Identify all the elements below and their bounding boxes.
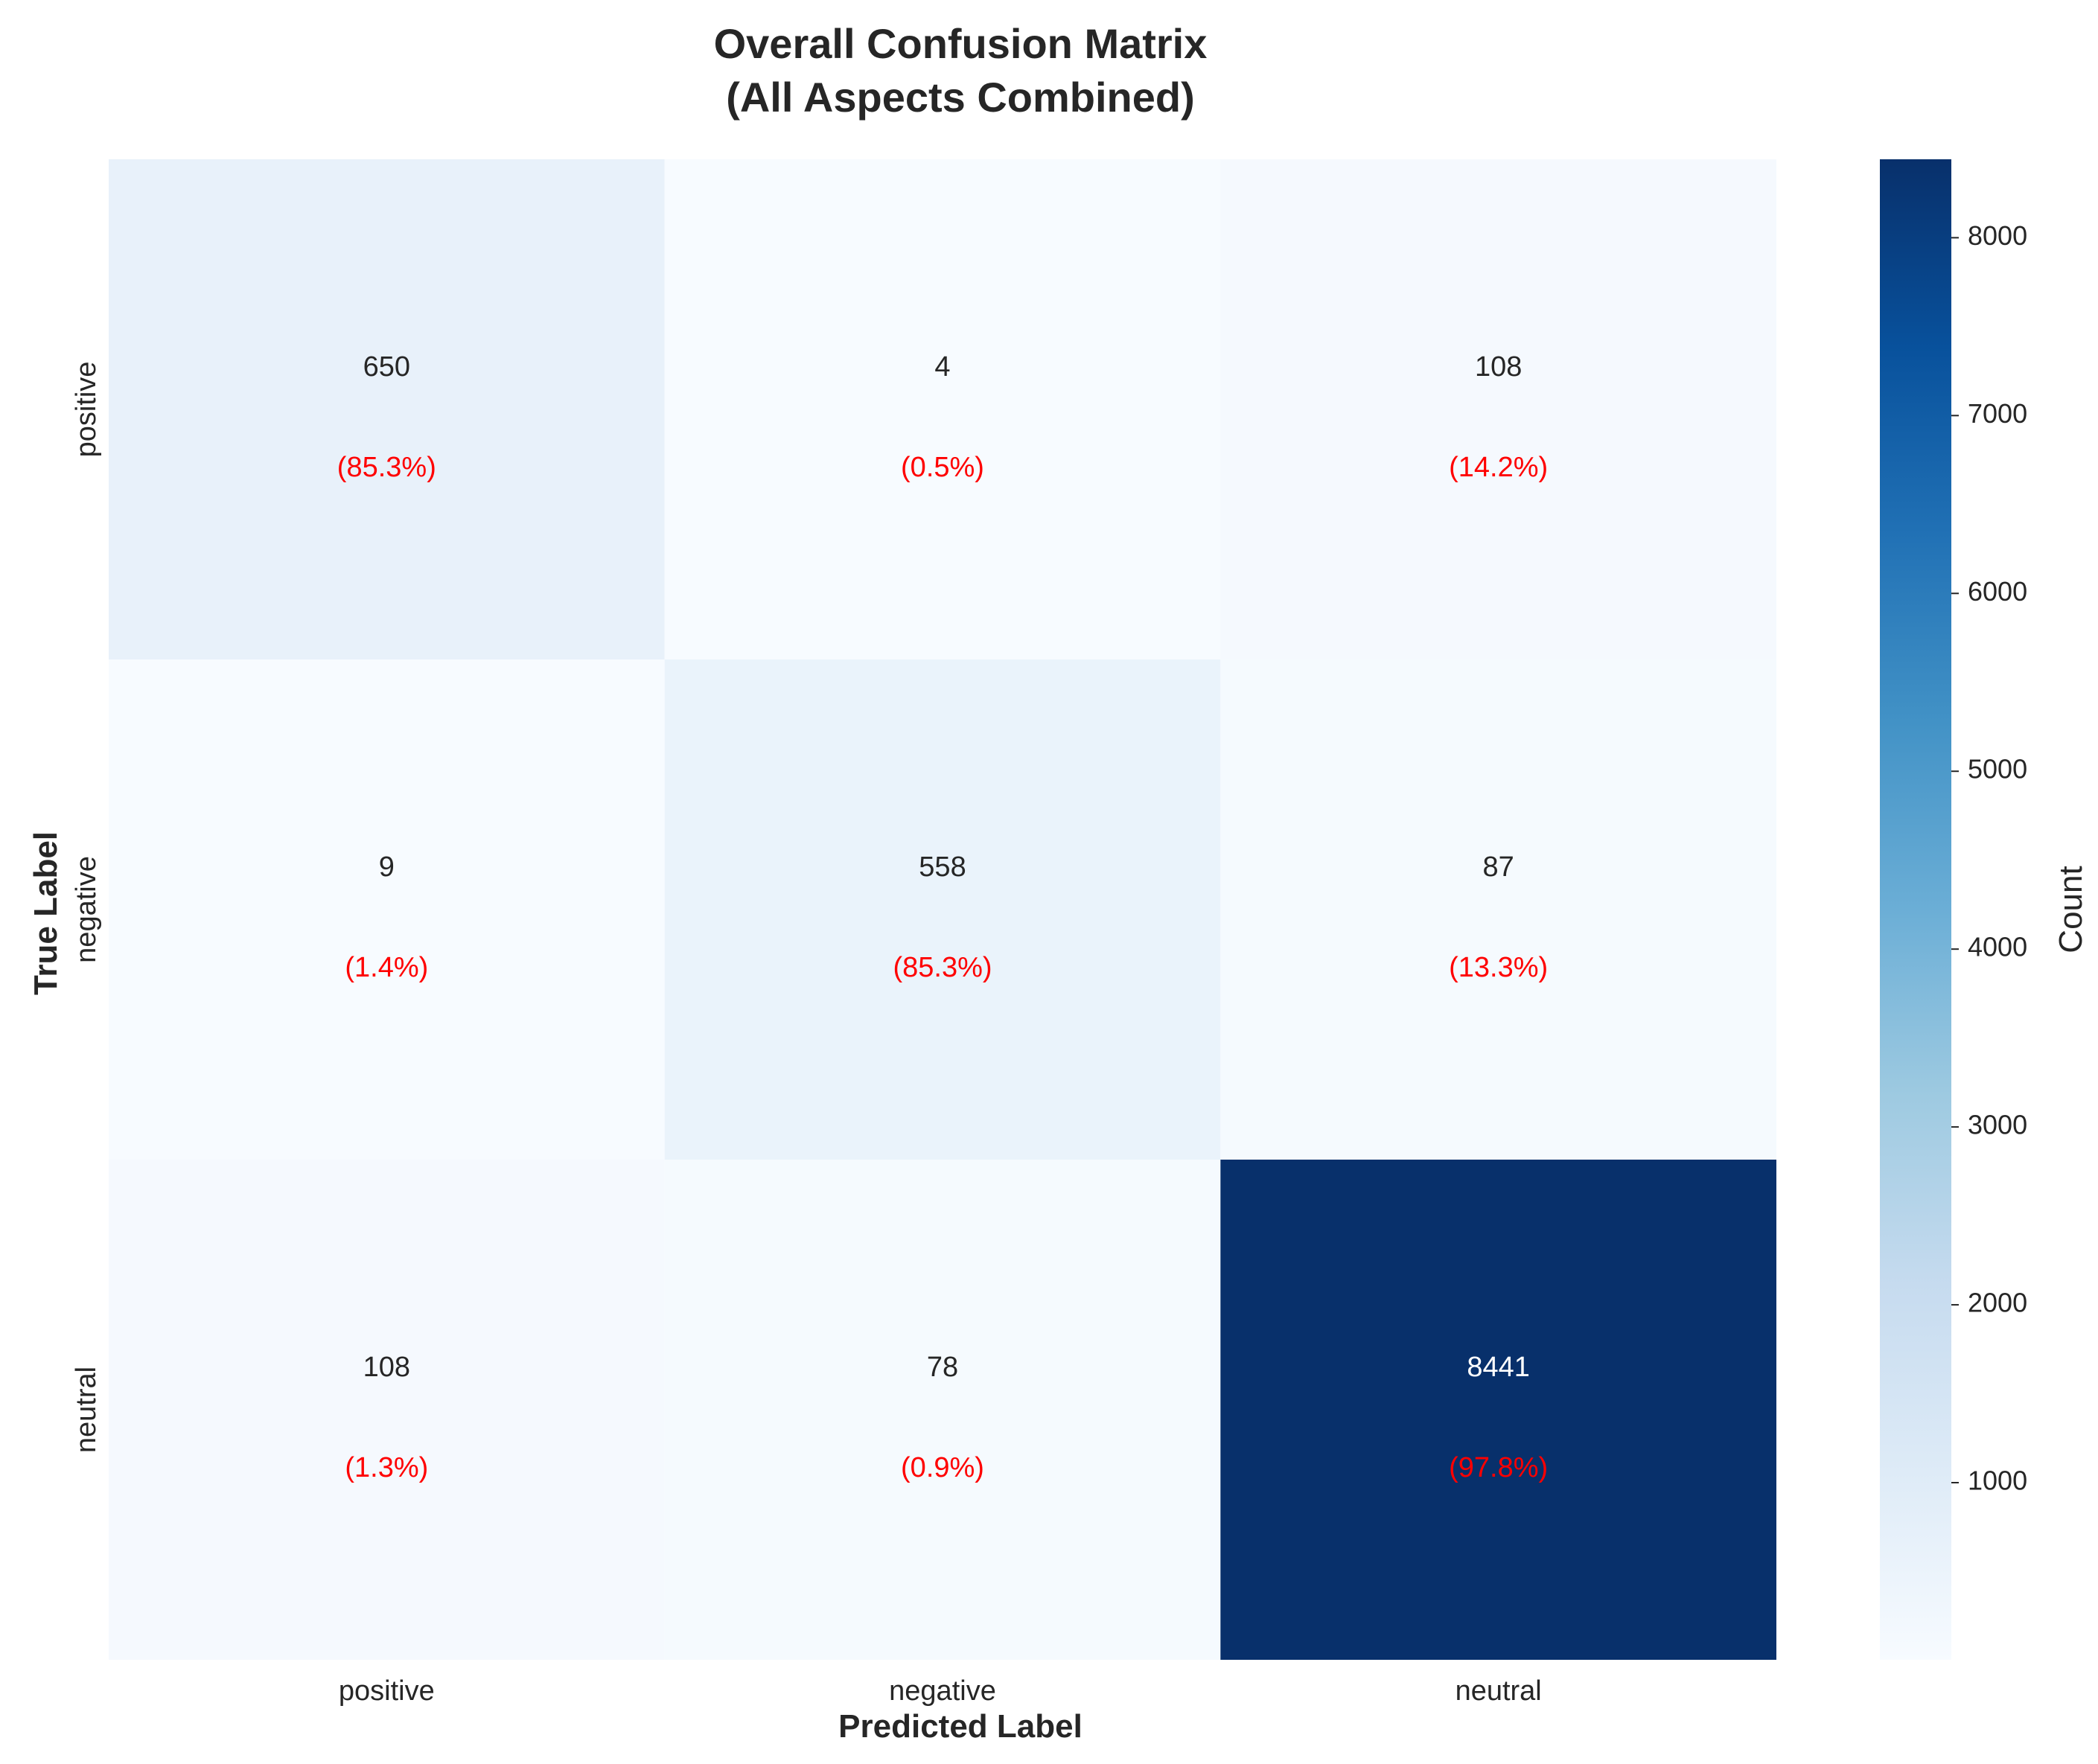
cell-percent-label: (14.2%) [1449, 452, 1548, 483]
colorbar-tick-label: 5000 [1968, 754, 2027, 784]
colorbar-tick-label: 8000 [1968, 220, 2027, 251]
cell-count-label: 108 [1475, 351, 1522, 383]
colorbar-tick-label: 7000 [1968, 398, 2027, 429]
colorbar-tick-label: 2000 [1968, 1288, 2027, 1318]
y-tick-label: neutral [71, 1367, 102, 1453]
cell-percent-label: (85.3%) [337, 452, 436, 483]
colorbar-tick-label: 4000 [1968, 932, 2027, 962]
heatmap-cell [1220, 659, 1776, 1160]
x-tick-label: positive [339, 1675, 435, 1707]
cell-percent-label: (0.5%) [901, 452, 984, 483]
colorbar-label: Count [2053, 866, 2089, 953]
heatmap-cell [664, 1160, 1221, 1660]
heatmap-cell [1220, 1160, 1776, 1660]
x-tick-label: neutral [1455, 1675, 1542, 1707]
heatmap-cell [109, 1160, 665, 1660]
y-tick-label: positive [71, 362, 102, 458]
x-tick-labels: positive negative neutral [339, 1675, 1542, 1707]
colorbar [1880, 159, 1951, 1660]
y-axis-label: True Label [28, 831, 64, 995]
chart-title-line-1: Overall Confusion Matrix [714, 20, 1208, 67]
colorbar-tick-label: 6000 [1968, 576, 2027, 607]
cell-percent-label: (13.3%) [1449, 952, 1548, 983]
x-axis-label: Predicted Label [838, 1708, 1083, 1745]
cell-percent-label: (85.3%) [893, 952, 992, 983]
cell-count-label: 4 [934, 351, 950, 383]
colorbar-ticks: 1000 2000 3000 4000 5000 6000 7000 8000 [1951, 220, 2027, 1496]
cell-count-label: 558 [919, 851, 966, 883]
cell-count-label: 9 [379, 851, 395, 883]
cell-percent-label: (0.9%) [901, 1452, 984, 1483]
heatmap-cell [109, 659, 665, 1160]
y-tick-label: negative [71, 856, 102, 963]
colorbar-tick-label: 1000 [1968, 1466, 2027, 1496]
cell-count-label: 650 [363, 351, 410, 383]
y-tick-labels: positive negative neutral [71, 362, 102, 1454]
cell-count-label: 8441 [1467, 1352, 1530, 1383]
colorbar-tick-label: 3000 [1968, 1110, 2027, 1140]
heatmap-cell [109, 159, 665, 659]
heatmap-annotations: 650 (85.3%) 4 (0.5%) 108 (14.2%) 9 (1.4%) 558 (85… [337, 351, 1548, 1483]
cell-count-label: 78 [927, 1352, 958, 1383]
heatmap-cell [664, 159, 1221, 659]
x-tick-label: negative [889, 1675, 996, 1707]
heatmap-cells [109, 159, 1776, 1660]
heatmap-cell [664, 659, 1221, 1160]
cell-percent-label: (1.4%) [345, 952, 428, 983]
heatmap-cell [1220, 159, 1776, 659]
chart-title-line-2: (All Aspects Combined) [726, 74, 1195, 121]
cell-percent-label: (1.3%) [345, 1452, 428, 1483]
cell-percent-label: (97.8%) [1449, 1452, 1548, 1483]
cell-count-label: 108 [363, 1352, 410, 1383]
cell-count-label: 87 [1483, 851, 1514, 883]
